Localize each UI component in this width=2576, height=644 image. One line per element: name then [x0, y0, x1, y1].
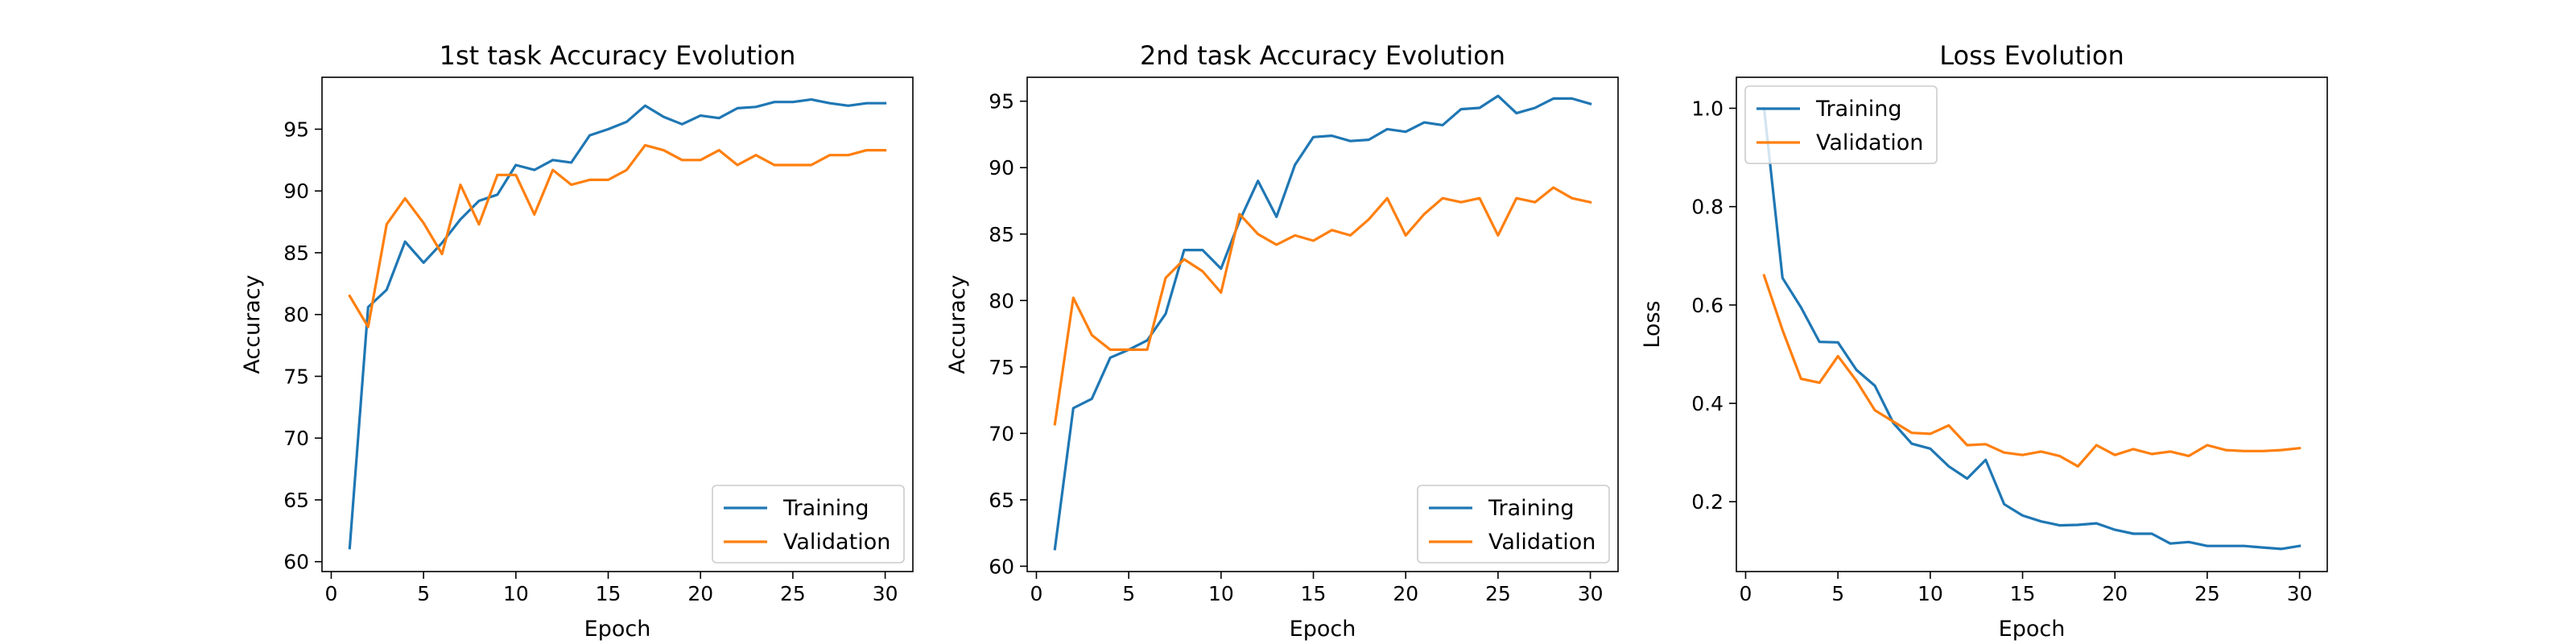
x-tick-label: 5 [1122, 582, 1135, 605]
x-tick-label: 20 [687, 582, 713, 605]
x-tick-label: 0 [1740, 582, 1752, 605]
y-tick-label: 60 [283, 551, 309, 574]
x-tick-label: 15 [2010, 582, 2036, 605]
y-tick-label: 95 [283, 118, 309, 141]
legend-box [712, 485, 905, 564]
x-tick-label: 10 [1918, 582, 1943, 605]
x-tick-label: 0 [325, 582, 338, 605]
legend-box [1744, 85, 1938, 164]
x-tick-label: 0 [1030, 582, 1043, 605]
y-tick-label: 0.6 [1691, 294, 1724, 317]
series-line-validation [1762, 274, 2301, 468]
legend-label: Training [1815, 97, 1902, 122]
y-tick-label: 80 [989, 289, 1014, 312]
series-line-training [1053, 94, 1592, 551]
x-tick-label: 30 [873, 582, 898, 605]
x-tick-label: 15 [596, 582, 621, 605]
y-tick-label: 0.4 [1691, 392, 1724, 415]
y-axis-label: Accuracy [240, 275, 265, 374]
x-tick-label: 5 [1831, 582, 1844, 605]
series-line-training [1762, 106, 2301, 551]
y-tick-label: 70 [283, 427, 309, 450]
x-tick-label: 15 [1301, 582, 1327, 605]
x-tick-label: 25 [1485, 582, 1511, 605]
legend: Training Validation [1417, 485, 1610, 564]
chart-panel-1: 1st task Accuracy Evolution 0 5 10 15 20 25 30 6… [240, 40, 914, 642]
x-tick-label: 10 [503, 582, 529, 605]
y-tick-label: 85 [283, 242, 309, 265]
series-line-training [348, 97, 887, 550]
x-tick-label: 25 [2194, 582, 2220, 605]
y-tick-label: 90 [283, 180, 309, 203]
legend-box [1417, 485, 1610, 564]
x-tick-label: 25 [780, 582, 806, 605]
y-axis-label: Accuracy [945, 275, 970, 374]
y-tick-label: 85 [989, 223, 1014, 246]
chart-title: Loss Evolution [1939, 40, 2124, 71]
x-tick-label: 30 [1578, 582, 1604, 605]
x-axis-label: Epoch [1999, 617, 2066, 642]
plot-frame [1026, 76, 1619, 572]
legend-label: Validation [783, 530, 890, 555]
y-tick-label: 75 [283, 365, 309, 388]
y-tick-label: 60 [989, 555, 1014, 578]
y-tick-label: 75 [989, 356, 1014, 379]
chart-title: 1st task Accuracy Evolution [440, 40, 796, 71]
legend: Training Validation [712, 485, 905, 564]
plot-frame [321, 76, 914, 572]
y-tick-label: 90 [989, 156, 1014, 180]
legend-label: Validation [1816, 130, 1923, 155]
chart-title: 2nd task Accuracy Evolution [1140, 40, 1505, 71]
y-tick-label: 0.2 [1691, 490, 1724, 514]
x-tick-label: 20 [1393, 582, 1418, 605]
y-tick-label: 0.8 [1691, 196, 1724, 219]
y-tick-label: 65 [989, 489, 1014, 512]
legend: Training Validation [1744, 85, 1938, 164]
chart-panel-2: 2nd task Accuracy Evolution 0 5 10 15 20 25 30 6… [945, 40, 1619, 642]
y-tick-label: 1.0 [1691, 97, 1724, 120]
series-line-validation [1053, 186, 1592, 426]
x-tick-label: 20 [2102, 582, 2128, 605]
x-axis-label: Epoch [584, 617, 651, 642]
plot-frame [1736, 76, 2328, 572]
y-tick-label: 65 [283, 489, 309, 512]
legend-label: Validation [1488, 530, 1596, 555]
legend-label: Training [782, 496, 869, 521]
y-tick-label: 95 [989, 90, 1014, 114]
chart-panels: 1st task Accuracy Evolution 0 5 10 15 20 25 30 6… [240, 40, 2328, 642]
x-tick-label: 10 [1208, 582, 1234, 605]
y-tick-label: 80 [283, 303, 309, 327]
y-tick-label: 70 [989, 422, 1014, 445]
y-axis-label: Loss [1640, 300, 1665, 348]
x-tick-label: 5 [417, 582, 430, 605]
series-line-validation [348, 143, 887, 328]
legend-label: Training [1488, 496, 1575, 521]
x-tick-label: 30 [2287, 582, 2313, 605]
x-axis-label: Epoch [1290, 617, 1356, 642]
chart-panel-3: Loss Evolution 0 5 10 15 20 25 30 0.2 0.4 0.6 0.8 1.… [1640, 40, 2328, 642]
